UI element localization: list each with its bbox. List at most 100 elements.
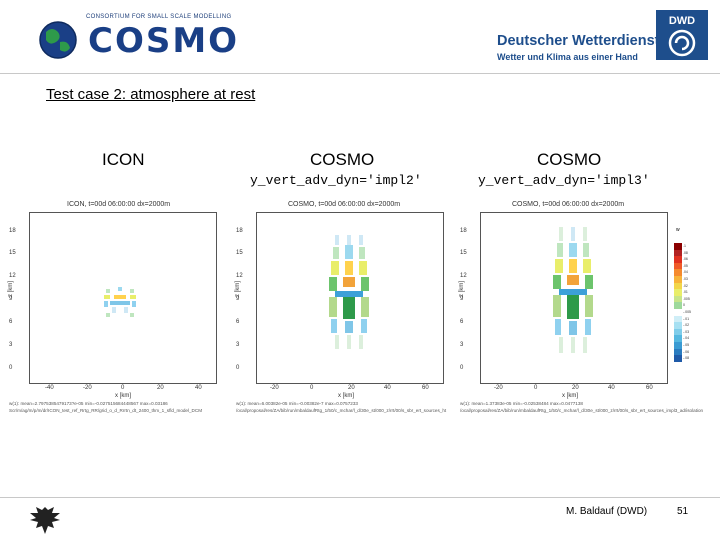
colorbar-label: -.005 (683, 310, 691, 314)
cosmo-tagline: CONSORTIUM FOR SMALL SCALE MODELLING (86, 14, 232, 20)
plot-title: COSMO, t=00d 06:00:00 dx=2000m (288, 201, 401, 208)
plot-area (480, 212, 668, 384)
y-tick: 0 (236, 365, 240, 371)
x-tick: 20 (157, 385, 164, 391)
colorbar-label: -.08 (683, 356, 690, 361)
column-subtitle-impl2: y_vert_adv_dyn='impl2' (250, 173, 422, 188)
colorbar-label: .05 (683, 263, 688, 268)
x-tick: 40 (384, 385, 391, 391)
globe-icon (39, 21, 77, 59)
plot-area (256, 212, 444, 384)
x-tick: 0 (121, 385, 125, 391)
colorbar-label: -.03 (683, 329, 690, 334)
plot-panel-cosmo-impl2: COSMO, t=00d 06:00:00 dx=2000m 18 15 12 … (232, 198, 452, 413)
colorbar-swatch (674, 302, 682, 309)
colorbar-label: -.01 (683, 316, 690, 321)
y-tick: 12 (236, 273, 243, 279)
colorbar-swatch (674, 315, 682, 323)
x-tick: 20 (572, 385, 579, 391)
colorbar-label: -.05 (683, 343, 690, 347)
footer-author: M. Baldauf (DWD) (566, 506, 648, 517)
colorbar-label: .02 (683, 283, 688, 288)
y-tick: 3 (9, 342, 13, 348)
plot-title: ICON, t=00d 06:00:00 dx=2000m (67, 201, 171, 208)
colorbar-label: -.04 (683, 336, 690, 341)
dwd-slogan: Wetter und Klima aus einer Hand (497, 52, 638, 62)
colorbar-title: w (676, 227, 680, 233)
colorbar-swatch (674, 262, 682, 270)
column-title-icon: ICON (102, 150, 145, 169)
cosmo-logo (34, 14, 199, 62)
plot-info-path: Scr/m/ag/m/p/m/dr/ICON_test_ref_Rrtg_RR/… (9, 408, 203, 413)
y-tick: 6 (9, 319, 13, 325)
colorbar-label: .04 (683, 270, 688, 275)
y-tick: 9 (236, 296, 240, 302)
field-pattern (545, 227, 601, 355)
x-tick: 0 (310, 385, 314, 391)
colorbar-swatch (674, 276, 682, 283)
colorbar-swatch (674, 243, 682, 250)
colorbar-label: .005 (683, 296, 690, 301)
x-tick: -40 (45, 385, 54, 391)
column-title-cosmo-impl2: COSMO (310, 150, 375, 169)
y-tick: 9 (9, 296, 13, 302)
colorbar-label: .03 (683, 277, 688, 281)
plot-info-path: /ocal/proposal/res/ZA/bib/run/mbaldaufRt… (460, 408, 704, 413)
colorbar-swatch (674, 309, 682, 316)
colorbar-label: -.02 (683, 323, 690, 328)
y-tick: 9 (460, 296, 464, 302)
colorbar-swatch (674, 289, 682, 296)
y-tick: 18 (236, 228, 243, 234)
y-tick: 12 (460, 273, 467, 279)
page-number: 51 (677, 506, 689, 517)
plot-info-stats: w(1): mean=6.00382e-05 min=-0.00382e-7 m… (236, 401, 358, 406)
plot-panel-cosmo-impl3: COSMO, t=00d 06:00:00 dx=2000m 18 15 12 … (456, 198, 703, 413)
x-axis-label: x [km] (115, 393, 131, 399)
dwd-name: Deutscher Wetterdienst (497, 33, 660, 49)
footer-divider (0, 497, 720, 498)
colorbar-label: 0 (683, 303, 685, 308)
y-tick: 6 (236, 319, 240, 325)
x-tick: -20 (494, 385, 503, 391)
colorbar-swatch (674, 249, 682, 257)
x-tick: -20 (83, 385, 92, 391)
federal-eagle-icon (22, 503, 68, 539)
colorbar-swatch (674, 322, 682, 329)
colorbar: w .1 .08 .06.05 .04 .03 .02 .01.005 0 -.005 -.01 -… (674, 227, 691, 363)
x-tick: 40 (608, 385, 615, 391)
colorbar-swatch (674, 282, 682, 290)
plot-info-stats: w(1): mean=1.37383e-05 min=-0.02538484 m… (460, 401, 583, 406)
column-subtitle-impl3: y_vert_adv_dyn='impl3' (478, 173, 650, 188)
plot-info-stats: w(1): mean=2.7975385479173?e-05 min=-0.0… (9, 401, 168, 406)
slide-title: Test case 2: atmosphere at rest (46, 86, 256, 103)
y-tick: 18 (9, 228, 16, 234)
y-tick: 0 (460, 365, 464, 371)
y-axis-label: z [km] (8, 281, 14, 297)
colorbar-swatch (674, 256, 682, 263)
x-axis-label: x [km] (562, 393, 578, 399)
y-tick: 15 (9, 250, 16, 256)
y-axis-label: z [km] (235, 281, 241, 297)
y-axis-label: z [km] (459, 281, 465, 297)
field-pattern (321, 235, 377, 353)
colorbar-swatch (674, 348, 682, 356)
plot-panel-icon: ICON, t=00d 06:00:00 dx=2000m 18 15 12 9… (5, 198, 225, 413)
plot-area (29, 212, 217, 384)
colorbar-label: .06 (683, 257, 688, 262)
y-tick: 15 (460, 250, 467, 256)
colorbar-label: .01 (683, 290, 688, 295)
colorbar-swatch (674, 355, 682, 362)
x-tick: 60 (646, 385, 653, 391)
field-pattern (100, 285, 140, 321)
dwd-logo: DWD (656, 10, 708, 60)
colorbar-swatch (674, 295, 682, 303)
y-tick: 12 (9, 273, 16, 279)
y-tick: 18 (460, 228, 467, 234)
y-tick: 3 (236, 342, 240, 348)
colorbar-label: -.06 (683, 349, 690, 354)
dwd-badge-text: DWD (669, 15, 695, 27)
colorbar-swatch (674, 342, 682, 349)
plot-title: COSMO, t=00d 06:00:00 dx=2000m (512, 201, 625, 208)
x-tick: -20 (270, 385, 279, 391)
y-tick: 6 (460, 319, 464, 325)
